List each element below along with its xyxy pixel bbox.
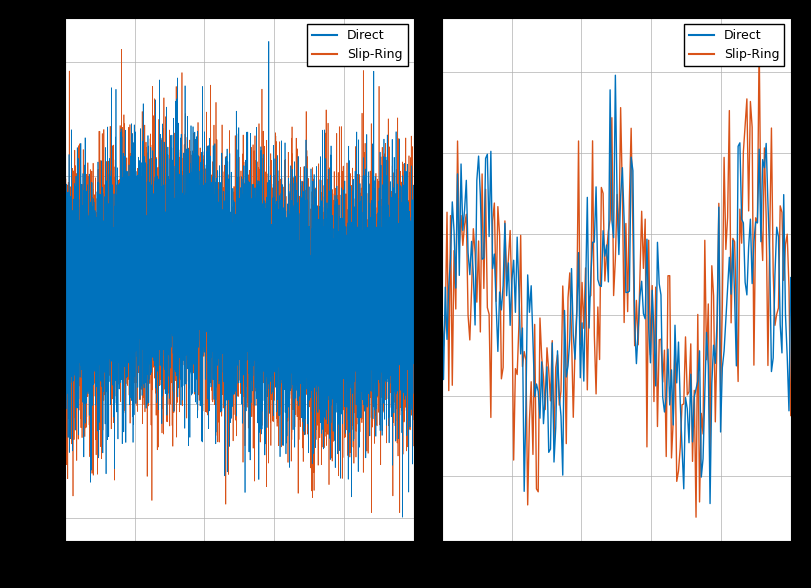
Direct	[611, 72, 620, 79]
Slip-Ring	[754, 38, 764, 45]
Direct	[391, 354, 401, 361]
Direct	[128, 266, 138, 273]
Slip-Ring	[81, 308, 91, 315]
Direct	[62, 288, 71, 295]
Direct	[458, 227, 468, 234]
Slip-Ring	[60, 269, 70, 276]
Direct	[437, 282, 447, 289]
Line: Direct: Direct	[442, 75, 791, 503]
Slip-Ring	[75, 346, 84, 353]
Slip-Ring	[117, 46, 127, 53]
Slip-Ring	[391, 285, 401, 292]
Slip-Ring	[760, 145, 770, 152]
Direct	[75, 289, 84, 296]
Slip-Ring	[786, 412, 796, 419]
Direct	[60, 330, 70, 337]
Slip-Ring	[502, 276, 512, 283]
Slip-Ring	[62, 235, 71, 242]
Slip-Ring	[437, 312, 447, 319]
Slip-Ring	[451, 306, 461, 313]
Legend: Direct, Slip-Ring: Direct, Slip-Ring	[684, 24, 784, 66]
Direct	[409, 390, 418, 397]
Direct	[760, 164, 770, 171]
Direct	[264, 38, 273, 45]
Direct	[706, 500, 715, 507]
Direct	[502, 292, 512, 299]
Direct	[81, 278, 91, 285]
Slip-Ring	[230, 353, 240, 360]
Direct	[772, 223, 782, 230]
Direct	[397, 514, 407, 521]
Slip-Ring	[530, 321, 539, 328]
Slip-Ring	[409, 312, 418, 319]
Direct	[786, 274, 796, 281]
Line: Direct: Direct	[65, 41, 414, 517]
Direct	[230, 211, 240, 218]
Slip-Ring	[458, 242, 468, 249]
Legend: Direct, Slip-Ring: Direct, Slip-Ring	[307, 24, 408, 66]
Line: Slip-Ring: Slip-Ring	[442, 41, 791, 517]
Line: Slip-Ring: Slip-Ring	[65, 49, 414, 513]
Direct	[451, 285, 461, 292]
Slip-Ring	[395, 509, 405, 516]
Slip-Ring	[772, 310, 782, 318]
Slip-Ring	[691, 514, 701, 521]
Slip-Ring	[128, 289, 138, 296]
Direct	[530, 393, 539, 400]
